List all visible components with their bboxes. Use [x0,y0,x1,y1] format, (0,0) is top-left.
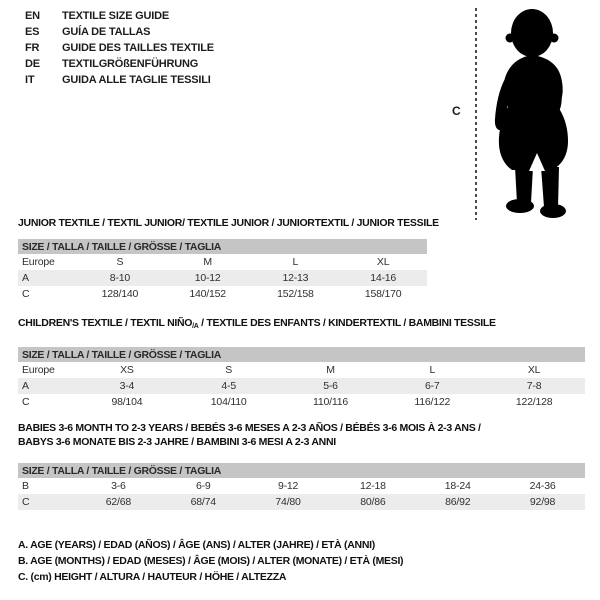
language-title: GUÍA DE TALLAS [62,26,151,38]
table-row-europe: Europe XS S M L XL [18,362,585,378]
section-title-line1: BABIES 3-6 MONTH TO 2-3 YEARS / BEBÉS 3-… [18,422,481,434]
row-label: C [22,396,30,408]
size-cell: XS [120,364,134,376]
size-cell: 158/170 [364,288,402,300]
size-cell: L [292,256,299,268]
table-row-age-months: B 3-6 6-9 9-12 12-18 18-24 24-36 [18,478,585,494]
size-cell: 74/80 [275,496,301,508]
table-header: SIZE / TALLA / TAILLE / GRÖSSE / TAGLIA [18,239,427,254]
row-label: Europe [22,364,55,376]
size-cell: XL [376,256,390,268]
footnote-c: C. (cm) HEIGHT / ALTURA / HAUTEUR / HÖHE… [18,571,287,583]
size-cell: 68/74 [190,496,216,508]
size-cell: M [326,364,335,376]
row-label: A [22,380,29,392]
row-label: B [22,480,29,492]
size-cell: 6-7 [425,380,440,392]
table-row-age: A 3-4 4-5 5-6 6-7 7-8 [18,378,585,394]
size-cell: 62/68 [105,496,132,508]
row-label: A [22,272,29,284]
size-cell: 104/110 [210,396,247,408]
babies-size-table: SIZE / TALLA / TAILLE / GRÖSSE / TAGLIA … [18,463,585,510]
size-cell: 152/158 [277,288,314,300]
section-title-line2: BABYS 3-6 MONATE BIS 2-3 JAHRE / BAMBINI… [18,436,336,448]
size-cell: 12-13 [282,272,309,284]
table-row-age: A 8-10 10-12 12-13 14-16 [18,270,427,286]
size-cell: 7-8 [526,380,542,392]
size-cell: 4-5 [221,380,236,392]
size-cell: 80/86 [360,496,386,508]
junior-size-table: SIZE / TALLA / TAILLE / GRÖSSE / TAGLIA … [18,239,427,302]
footnote-block: A. AGE (YEARS) / EDAD (AÑOS) / ÂGE (ANS)… [18,537,404,585]
language-title: TEXTILE SIZE GUIDE [62,10,170,22]
language-row: IT GUIDA ALLE TAGLIE TESSILI [25,72,214,88]
table-row-europe: Europe S M L XL [18,254,427,270]
section-babies-textile: BABIES 3-6 MONTH TO 2-3 YEARS / BEBÉS 3-… [18,421,585,510]
size-cell: 24-36 [529,480,556,492]
baby-silhouette-icon [494,9,568,218]
table-header-row: SIZE / TALLA / TAILLE / GRÖSSE / TAGLIA [18,239,427,254]
size-cell: 9-12 [277,480,299,492]
language-code: DE [25,58,40,70]
row-label: C [22,496,30,508]
language-code: IT [25,74,35,86]
size-cell: S [225,364,233,376]
section-title: CHILDREN'S TEXTILE / TEXTIL NIÑO/A / TEX… [18,317,585,333]
size-cell: 3-4 [119,380,135,392]
size-cell: M [203,256,212,268]
table-row-height: C 128/140 140/152 152/158 158/170 [18,286,427,302]
language-row: EN TEXTILE SIZE GUIDE [25,8,214,24]
section-children-textile: CHILDREN'S TEXTILE / TEXTIL NIÑO/A / TEX… [18,317,585,410]
footnote-a: A. AGE (YEARS) / EDAD (AÑOS) / ÂGE (ANS)… [18,539,375,551]
row-label: Europe [22,256,55,268]
size-cell: 18-24 [444,480,471,492]
title-subscript: /A [192,323,199,330]
size-cell: 116/122 [414,396,451,408]
size-cell: 12-18 [359,480,386,492]
section-title: JUNIOR TEXTILE / TEXTIL JUNIOR/ TEXTILE … [18,217,439,229]
size-cell: XL [527,364,541,376]
size-cell: 128/140 [101,288,139,300]
section-junior-textile: JUNIOR TEXTILE / TEXTIL JUNIOR/ TEXTILE … [18,217,439,302]
size-cell: 3-6 [111,480,126,492]
table-header: SIZE / TALLA / TAILLE / GRÖSSE / TAGLIA [18,463,585,478]
title-text: CHILDREN'S TEXTILE / TEXTIL NIÑO [18,317,193,329]
size-cell: 8-10 [109,272,130,284]
size-cell: L [429,364,436,376]
language-title: GUIDE DES TAILLES TEXTILE [62,42,214,54]
size-cell: 92/98 [529,496,556,508]
language-code: FR [25,42,40,54]
table-header-row: SIZE / TALLA / TAILLE / GRÖSSE / TAGLIA [18,347,585,362]
children-size-table: SIZE / TALLA / TAILLE / GRÖSSE / TAGLIA … [18,347,585,410]
height-label-c: C [452,104,461,118]
table-row-height: C 62/68 68/74 74/80 80/86 86/92 92/98 [18,494,585,510]
size-cell: 86/92 [445,496,471,508]
size-cell: 98/104 [111,396,143,408]
language-title: GUIDA ALLE TAGLIE TESSILI [62,74,211,86]
title-text: / TEXTILE DES ENFANTS / KINDERTEXTIL / B… [198,317,496,329]
row-label: C [22,288,30,300]
language-row: FR GUIDE DES TAILLES TEXTILE [25,40,214,56]
language-title-block: EN TEXTILE SIZE GUIDE ES GUÍA DE TALLAS … [25,8,214,88]
table-header-row: SIZE / TALLA / TAILLE / GRÖSSE / TAGLIA [18,463,585,478]
footnote-b: B. AGE (MONTHS) / EDAD (MESES) / ÂGE (MO… [18,555,404,567]
size-cell: 5-6 [323,380,338,392]
table-row-height: C 98/104 104/110 110/116 116/122 122/128 [18,394,585,410]
size-cell: 110/116 [312,396,348,408]
language-code: EN [25,10,40,22]
size-cell: 14-16 [370,272,397,284]
size-cell: 6-9 [195,480,211,492]
table-header: SIZE / TALLA / TAILLE / GRÖSSE / TAGLIA [18,347,585,362]
language-row: ES GUÍA DE TALLAS [25,24,214,40]
size-cell: 122/128 [515,396,553,408]
size-cell: S [116,256,124,268]
size-cell: 140/152 [189,288,226,300]
language-title: TEXTILGRÖßENFÜHRUNG [62,58,199,70]
language-row: DE TEXTILGRÖßENFÜHRUNG [25,56,214,72]
language-code: ES [25,26,40,38]
height-dotted-line [475,8,477,220]
size-cell: 10-12 [194,272,221,284]
